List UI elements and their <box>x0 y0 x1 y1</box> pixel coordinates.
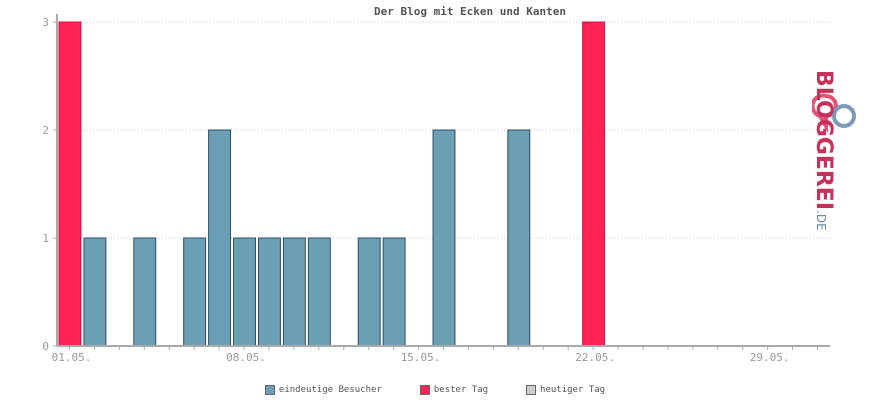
axes <box>53 14 830 350</box>
legend: eindeutige Besucher bester Tag heutiger … <box>0 385 870 395</box>
x-tick-labels: 01.05. 08.05. 15.05. 22.05. 29.05. <box>52 351 790 364</box>
bar <box>432 129 456 347</box>
y-tick-label: 3 <box>42 16 49 29</box>
bar <box>307 237 331 347</box>
legend-label-visitors: eindeutige Besucher <box>278 385 382 395</box>
y-tick-label: 2 <box>42 124 49 137</box>
y-tick-labels: 0 1 2 3 <box>42 16 49 353</box>
chart-title: Der Blog mit Ecken und Kanten <box>373 5 567 18</box>
x-tick-label: 22.05. <box>575 351 615 364</box>
bar <box>133 237 157 347</box>
y-tick-label: 1 <box>42 232 49 245</box>
legend-swatch-best-day <box>419 385 430 395</box>
bloggerei-logo-icon <box>812 93 856 134</box>
legend-label-today: heutiger Tag <box>540 385 606 395</box>
x-tick-label: 08.05. <box>226 351 266 364</box>
y-tick-label: 0 <box>42 340 49 353</box>
legend-swatch-today <box>526 385 537 395</box>
legend-item-visitors: eindeutige Besucher <box>264 385 382 395</box>
bar <box>257 237 281 347</box>
legend-item-best-day: bester Tag <box>419 385 489 395</box>
x-tick-label: 29.05. <box>750 351 790 364</box>
x-tick-label: 01.05. <box>52 351 92 364</box>
bar <box>507 129 531 347</box>
legend-swatch-visitors <box>264 385 275 395</box>
bar <box>83 237 107 347</box>
bar <box>582 21 606 347</box>
bloggerei-logo-text: BLOGGEREI.DE <box>811 70 836 231</box>
legend-label-best-day: bester Tag <box>433 385 489 395</box>
logo-main-text: BLOGGEREI <box>811 70 836 211</box>
bars <box>58 21 606 347</box>
bar <box>382 237 406 347</box>
bar <box>58 21 82 347</box>
logo-tld-text: .DE <box>814 210 828 231</box>
legend-item-today: heutiger Tag <box>526 385 605 395</box>
bar <box>208 129 232 347</box>
bar <box>357 237 381 347</box>
x-tick-label: 15.05. <box>401 351 441 364</box>
bar <box>282 237 306 347</box>
bar <box>183 237 207 347</box>
bar <box>233 237 256 347</box>
